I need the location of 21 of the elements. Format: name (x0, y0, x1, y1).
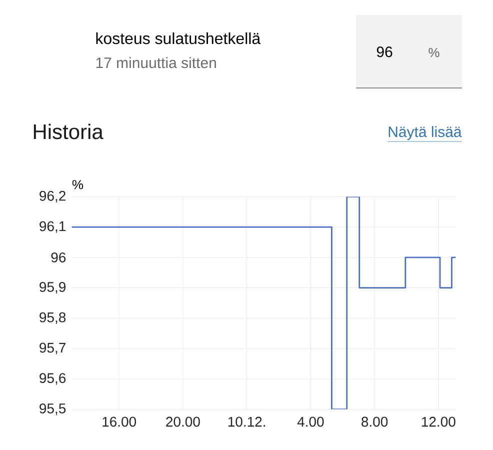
text: Näytä lisää (388, 126, 462, 140)
x-tick-label: 20.00 (166, 416, 200, 427)
x-tick-label: 8.00 (362, 416, 388, 427)
x-tick-label: 4.00 (297, 416, 324, 427)
y-tick-label: 96 (51, 252, 66, 262)
x-tick-label: 12.00 (422, 416, 456, 427)
y-tick-label: 95,6 (40, 373, 66, 385)
text: % (428, 48, 440, 58)
x-tick-label: 10.12. (228, 416, 265, 427)
y-axis-title: % (72, 180, 84, 190)
y-tick-label: 95,9 (40, 282, 66, 294)
chart-title: kosteus sulatushetkellä (96, 32, 261, 44)
text: 96 (376, 46, 392, 58)
y-tick-label: 95,8 (40, 312, 66, 324)
y-tick-label: 96,1 (40, 221, 66, 233)
text: Historia (34, 124, 104, 140)
x-tick-label: 16.00 (102, 416, 136, 427)
chart-subtitle: 17 minuuttia sitten (96, 57, 216, 68)
y-tick-label: 96,2 (40, 190, 66, 202)
y-tick-label: 95,7 (40, 342, 66, 354)
y-tick-label: 95,5 (40, 403, 66, 416)
